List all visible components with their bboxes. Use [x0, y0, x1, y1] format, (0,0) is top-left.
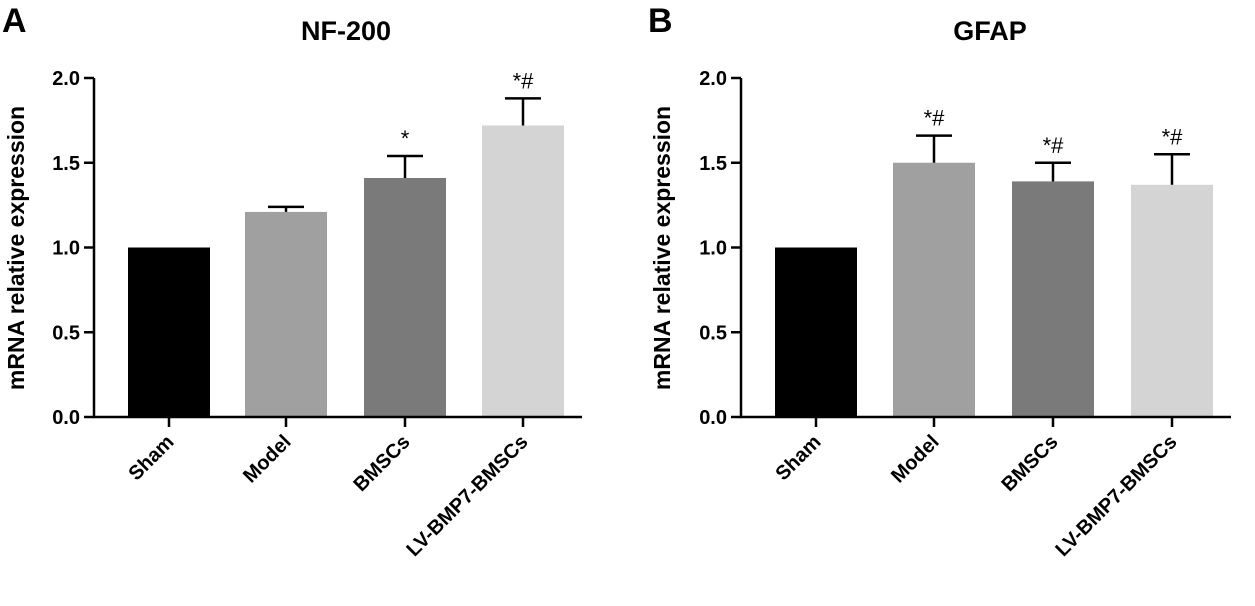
x-tick-label-b-3: LV-BMP7-BMSCs [1052, 431, 1182, 561]
bar-a-3 [482, 125, 564, 418]
y-tick-label-b-4: 2.0 [699, 68, 727, 90]
y-tick-label-a-0: 0.0 [52, 407, 80, 429]
x-tick-label-a-2: BMSCs [349, 431, 414, 496]
annotation-b-1: *# [924, 106, 946, 131]
bar-b-0 [775, 247, 857, 417]
bar-a-2 [364, 178, 446, 417]
chart-title-a: NF-200 [301, 16, 391, 46]
y-tick-label-b-0: 0.0 [699, 407, 727, 429]
panel-letter-b: B [648, 2, 673, 40]
x-tick-label-a-3: LV-BMP7-BMSCs [403, 431, 533, 561]
y-tick-label-b-2: 1.0 [699, 238, 727, 260]
y-tick-label-a-2: 1.0 [52, 238, 80, 260]
annotation-b-3: *# [1162, 124, 1184, 149]
annotation-a-3: *# [513, 68, 535, 93]
y-axis-label-b: mRNA relative expression [649, 106, 675, 390]
annotation-a-2: * [401, 126, 410, 151]
bar-b-2 [1012, 181, 1094, 417]
bar-b-1 [893, 162, 975, 417]
bar-a-1 [245, 211, 327, 417]
y-axis-label-a: mRNA relative expression [3, 106, 29, 390]
y-tick-label-a-1: 0.5 [52, 322, 80, 344]
y-tick-label-b-3: 1.5 [699, 153, 727, 175]
panel-letter-a: A [2, 2, 27, 40]
x-tick-label-a-1: Model [239, 431, 295, 487]
y-tick-label-b-1: 0.5 [699, 322, 727, 344]
panel-b: B GFAP mRNA relative expression *# *# *# 0.… [648, 2, 1231, 561]
x-tick-label-b-1: Model [887, 431, 943, 487]
x-tick-label-b-2: BMSCs [997, 431, 1062, 496]
bar-b-3 [1131, 184, 1213, 417]
y-tick-label-a-3: 1.5 [52, 153, 80, 175]
annotation-b-2: *# [1043, 133, 1065, 158]
bar-a-0 [128, 247, 210, 417]
chart-title-b: GFAP [953, 16, 1027, 46]
x-tick-label-b-0: Sham [771, 431, 825, 485]
y-tick-label-a-4: 2.0 [52, 68, 80, 90]
panel-a: A NF-200 mRNA relative expression * *# 0.0… [2, 2, 582, 561]
x-tick-label-a-0: Sham [124, 431, 178, 485]
